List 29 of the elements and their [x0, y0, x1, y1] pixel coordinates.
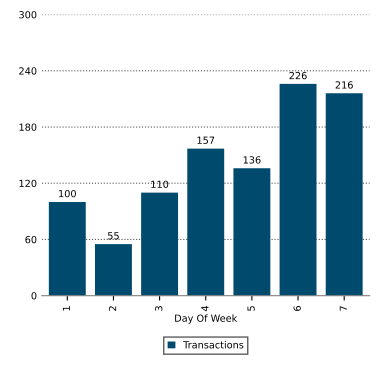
bar	[187, 148, 224, 296]
data-label: 100	[59, 190, 76, 198]
data-label: 216	[336, 81, 353, 89]
data-label: 136	[244, 156, 261, 164]
data-label: 55	[108, 232, 119, 240]
y-tick-label: 120	[20, 180, 36, 188]
y-tick-label: 60	[25, 236, 36, 244]
y-tick-label: 240	[19, 67, 36, 75]
x-axis-title: Day Of Week	[175, 314, 238, 324]
x-tick-label: 7	[340, 306, 347, 311]
y-tick-label: 180	[20, 124, 36, 131]
y-tick-label: 300	[19, 11, 36, 18]
x-tick-label: 5	[247, 306, 255, 311]
data-label: 110	[151, 180, 168, 188]
bar	[280, 84, 316, 296]
data-label: 157	[198, 136, 214, 144]
x-tick-label: 1	[62, 306, 70, 310]
bar	[141, 192, 178, 296]
bar	[94, 244, 132, 296]
bar	[48, 202, 86, 296]
x-tick-label: 4	[201, 306, 208, 312]
bar	[233, 168, 270, 296]
legend-label: Transactions	[183, 340, 244, 348]
x-tick-label: 2	[108, 306, 116, 311]
x-tick-label: 6	[294, 306, 301, 311]
data-label: 226	[289, 72, 307, 80]
x-tick-label: 3	[155, 306, 162, 311]
bar	[326, 93, 363, 296]
y-tick-label: 0	[32, 292, 36, 300]
